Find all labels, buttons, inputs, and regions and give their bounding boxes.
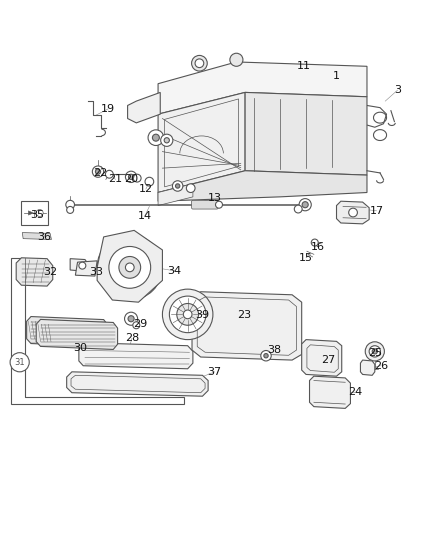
Text: 28: 28 [125, 333, 139, 343]
Circle shape [261, 351, 271, 361]
Text: 16: 16 [311, 242, 325, 252]
Circle shape [195, 59, 204, 68]
Circle shape [92, 166, 104, 177]
Circle shape [264, 353, 268, 358]
Polygon shape [302, 340, 342, 376]
Text: 24: 24 [348, 387, 362, 397]
Wedge shape [97, 235, 162, 300]
Polygon shape [36, 319, 117, 350]
Polygon shape [127, 92, 160, 123]
Circle shape [191, 55, 207, 71]
Circle shape [119, 256, 141, 278]
Circle shape [125, 171, 137, 182]
Text: 17: 17 [370, 206, 384, 216]
Polygon shape [336, 201, 369, 224]
Circle shape [176, 184, 180, 188]
Text: 3: 3 [394, 85, 401, 95]
Polygon shape [28, 211, 34, 215]
Circle shape [186, 184, 195, 192]
Circle shape [79, 262, 86, 269]
Text: 34: 34 [168, 266, 182, 276]
Circle shape [152, 134, 159, 141]
Circle shape [148, 130, 164, 146]
Text: 37: 37 [208, 367, 222, 377]
Text: 30: 30 [73, 343, 87, 353]
Text: 26: 26 [374, 361, 388, 371]
Circle shape [162, 289, 213, 340]
Polygon shape [158, 184, 193, 206]
Circle shape [184, 310, 192, 319]
Text: 29: 29 [133, 319, 147, 329]
Text: 12: 12 [139, 184, 153, 194]
Circle shape [164, 138, 170, 143]
Polygon shape [158, 171, 367, 201]
Text: 14: 14 [138, 211, 152, 221]
Text: 32: 32 [43, 266, 57, 277]
Circle shape [294, 205, 302, 213]
Circle shape [372, 349, 378, 354]
Polygon shape [79, 343, 193, 369]
Circle shape [302, 201, 308, 208]
Circle shape [311, 239, 318, 246]
Text: 11: 11 [297, 61, 311, 71]
Polygon shape [158, 92, 245, 192]
Text: 35: 35 [30, 210, 44, 220]
Circle shape [365, 342, 385, 361]
Polygon shape [22, 232, 51, 239]
Circle shape [66, 200, 74, 209]
Text: 31: 31 [14, 358, 25, 367]
Polygon shape [75, 261, 97, 276]
Text: 25: 25 [368, 348, 382, 358]
Circle shape [10, 353, 29, 372]
Text: 33: 33 [89, 266, 103, 277]
Text: 38: 38 [268, 345, 282, 355]
Text: 15: 15 [299, 253, 313, 263]
Text: 23: 23 [237, 310, 251, 320]
Text: 20: 20 [124, 174, 138, 184]
Text: 21: 21 [108, 174, 123, 184]
Circle shape [369, 346, 381, 357]
Circle shape [95, 169, 101, 174]
FancyBboxPatch shape [191, 200, 218, 209]
Circle shape [349, 208, 357, 217]
Polygon shape [70, 259, 88, 273]
Circle shape [67, 206, 74, 213]
Text: 13: 13 [208, 193, 222, 203]
Circle shape [109, 246, 151, 288]
Text: 36: 36 [37, 232, 51, 243]
Circle shape [36, 209, 43, 216]
Text: 27: 27 [321, 355, 336, 365]
FancyBboxPatch shape [21, 201, 48, 225]
Circle shape [299, 199, 311, 211]
Circle shape [133, 322, 140, 329]
Polygon shape [27, 317, 108, 346]
Circle shape [170, 296, 206, 333]
Polygon shape [16, 258, 53, 286]
Circle shape [177, 303, 198, 325]
Text: 22: 22 [93, 168, 108, 178]
Text: 39: 39 [195, 310, 209, 320]
Circle shape [128, 174, 134, 180]
Circle shape [125, 263, 134, 272]
Polygon shape [67, 372, 208, 396]
Circle shape [145, 177, 154, 186]
Polygon shape [192, 292, 302, 360]
Circle shape [215, 201, 223, 208]
Circle shape [106, 171, 113, 178]
Polygon shape [360, 360, 375, 375]
Circle shape [128, 316, 134, 322]
Circle shape [230, 53, 243, 66]
Polygon shape [97, 230, 162, 302]
Circle shape [133, 174, 141, 182]
Circle shape [161, 134, 173, 147]
Polygon shape [310, 376, 350, 408]
Circle shape [124, 312, 138, 325]
Circle shape [173, 181, 183, 191]
Polygon shape [158, 62, 367, 114]
Text: 1: 1 [333, 71, 340, 81]
Polygon shape [245, 92, 367, 175]
Text: 19: 19 [101, 104, 115, 114]
